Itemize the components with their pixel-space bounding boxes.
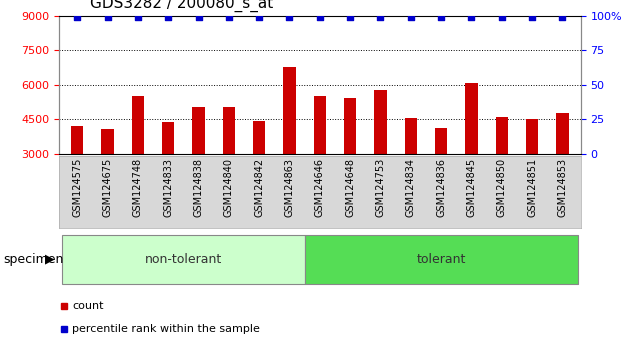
- Point: [163, 15, 173, 20]
- Bar: [101, 129, 114, 154]
- Point: [376, 15, 386, 20]
- Text: GSM124646: GSM124646: [315, 158, 325, 217]
- Bar: [132, 97, 144, 154]
- Text: GDS3282 / 200080_s_at: GDS3282 / 200080_s_at: [90, 0, 273, 12]
- Text: GSM124836: GSM124836: [436, 158, 446, 217]
- Bar: [314, 97, 326, 154]
- Bar: [435, 127, 447, 154]
- Bar: [496, 117, 508, 154]
- Point: [466, 15, 476, 20]
- Point: [406, 15, 416, 20]
- Text: GSM124834: GSM124834: [406, 158, 416, 217]
- Point: [194, 15, 204, 20]
- Text: ▶: ▶: [45, 253, 54, 266]
- Text: GSM124748: GSM124748: [133, 158, 143, 217]
- Text: percentile rank within the sample: percentile rank within the sample: [72, 324, 260, 334]
- Point: [224, 15, 233, 20]
- Text: count: count: [72, 301, 104, 312]
- Text: specimen: specimen: [3, 253, 63, 266]
- Text: GSM124840: GSM124840: [224, 158, 234, 217]
- Point: [284, 15, 294, 20]
- FancyBboxPatch shape: [62, 235, 305, 284]
- Bar: [405, 118, 417, 154]
- Bar: [71, 126, 83, 154]
- Point: [527, 15, 537, 20]
- Text: GSM124575: GSM124575: [72, 158, 82, 217]
- Bar: [526, 120, 538, 154]
- Text: GSM124851: GSM124851: [527, 158, 537, 217]
- Bar: [162, 122, 175, 154]
- Point: [558, 15, 568, 20]
- Bar: [374, 90, 386, 154]
- Point: [345, 15, 355, 20]
- Text: GSM124838: GSM124838: [194, 158, 204, 217]
- FancyBboxPatch shape: [305, 235, 578, 284]
- Point: [497, 15, 507, 20]
- Text: GSM124753: GSM124753: [376, 158, 386, 217]
- Text: non-tolerant: non-tolerant: [145, 253, 222, 266]
- Text: tolerant: tolerant: [417, 253, 466, 266]
- Text: GSM124833: GSM124833: [163, 158, 173, 217]
- Bar: [556, 113, 568, 154]
- Text: GSM124850: GSM124850: [497, 158, 507, 217]
- Text: GSM124842: GSM124842: [254, 158, 264, 217]
- Bar: [253, 121, 265, 154]
- Text: GSM124845: GSM124845: [466, 158, 476, 217]
- Point: [133, 15, 143, 20]
- Point: [315, 15, 325, 20]
- Bar: [344, 98, 356, 154]
- Text: GSM124863: GSM124863: [284, 158, 294, 217]
- Bar: [283, 67, 296, 154]
- Bar: [223, 107, 235, 154]
- Bar: [465, 82, 478, 154]
- Point: [254, 15, 264, 20]
- Bar: [193, 107, 204, 154]
- Point: [72, 15, 82, 20]
- Text: GSM124853: GSM124853: [558, 158, 568, 217]
- Point: [102, 15, 112, 20]
- Text: GSM124648: GSM124648: [345, 158, 355, 217]
- Text: GSM124675: GSM124675: [102, 158, 112, 217]
- Point: [436, 15, 446, 20]
